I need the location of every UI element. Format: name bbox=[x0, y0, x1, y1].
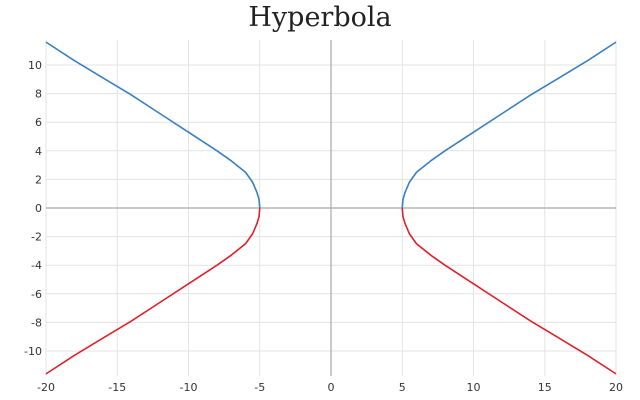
y-tick-label: -2 bbox=[31, 231, 42, 244]
x-tick-label: 10 bbox=[467, 381, 481, 394]
y-tick-label: 0 bbox=[35, 202, 42, 215]
x-tick-label: 5 bbox=[399, 381, 406, 394]
zero-axes bbox=[46, 40, 616, 376]
y-tick-label: 6 bbox=[35, 116, 42, 129]
y-tick-label: 4 bbox=[35, 145, 42, 158]
chart-title: Hyperbola bbox=[248, 2, 392, 33]
x-tick-label: 15 bbox=[538, 381, 552, 394]
y-tick-label: 2 bbox=[35, 173, 42, 186]
y-tick-label: 8 bbox=[35, 88, 42, 101]
y-tick-label: -6 bbox=[31, 288, 42, 301]
x-tick-label: -20 bbox=[37, 381, 55, 394]
x-tick-label: 0 bbox=[328, 381, 335, 394]
hyperbola-branch-2 bbox=[45, 207, 261, 375]
x-tick-label: -15 bbox=[108, 381, 126, 394]
hyperbola-branch-1 bbox=[45, 41, 261, 209]
y-tick-label: 10 bbox=[28, 59, 42, 72]
x-tick-label: -5 bbox=[254, 381, 265, 394]
hyperbola-branch-3 bbox=[401, 41, 617, 209]
x-axis-tick-labels: -20 -15 -10 -5 0 5 10 15 20 bbox=[37, 381, 623, 394]
y-tick-label: -4 bbox=[31, 259, 42, 272]
y-tick-label: -8 bbox=[31, 316, 42, 329]
y-axis-tick-labels: -10 -8 -6 -4 -2 0 2 4 6 8 10 bbox=[24, 59, 42, 358]
x-tick-label: 20 bbox=[609, 381, 623, 394]
series-curves bbox=[45, 41, 617, 375]
hyperbola-branch-4 bbox=[401, 207, 617, 375]
x-tick-label: -10 bbox=[180, 381, 198, 394]
y-tick-label: -10 bbox=[24, 345, 42, 358]
